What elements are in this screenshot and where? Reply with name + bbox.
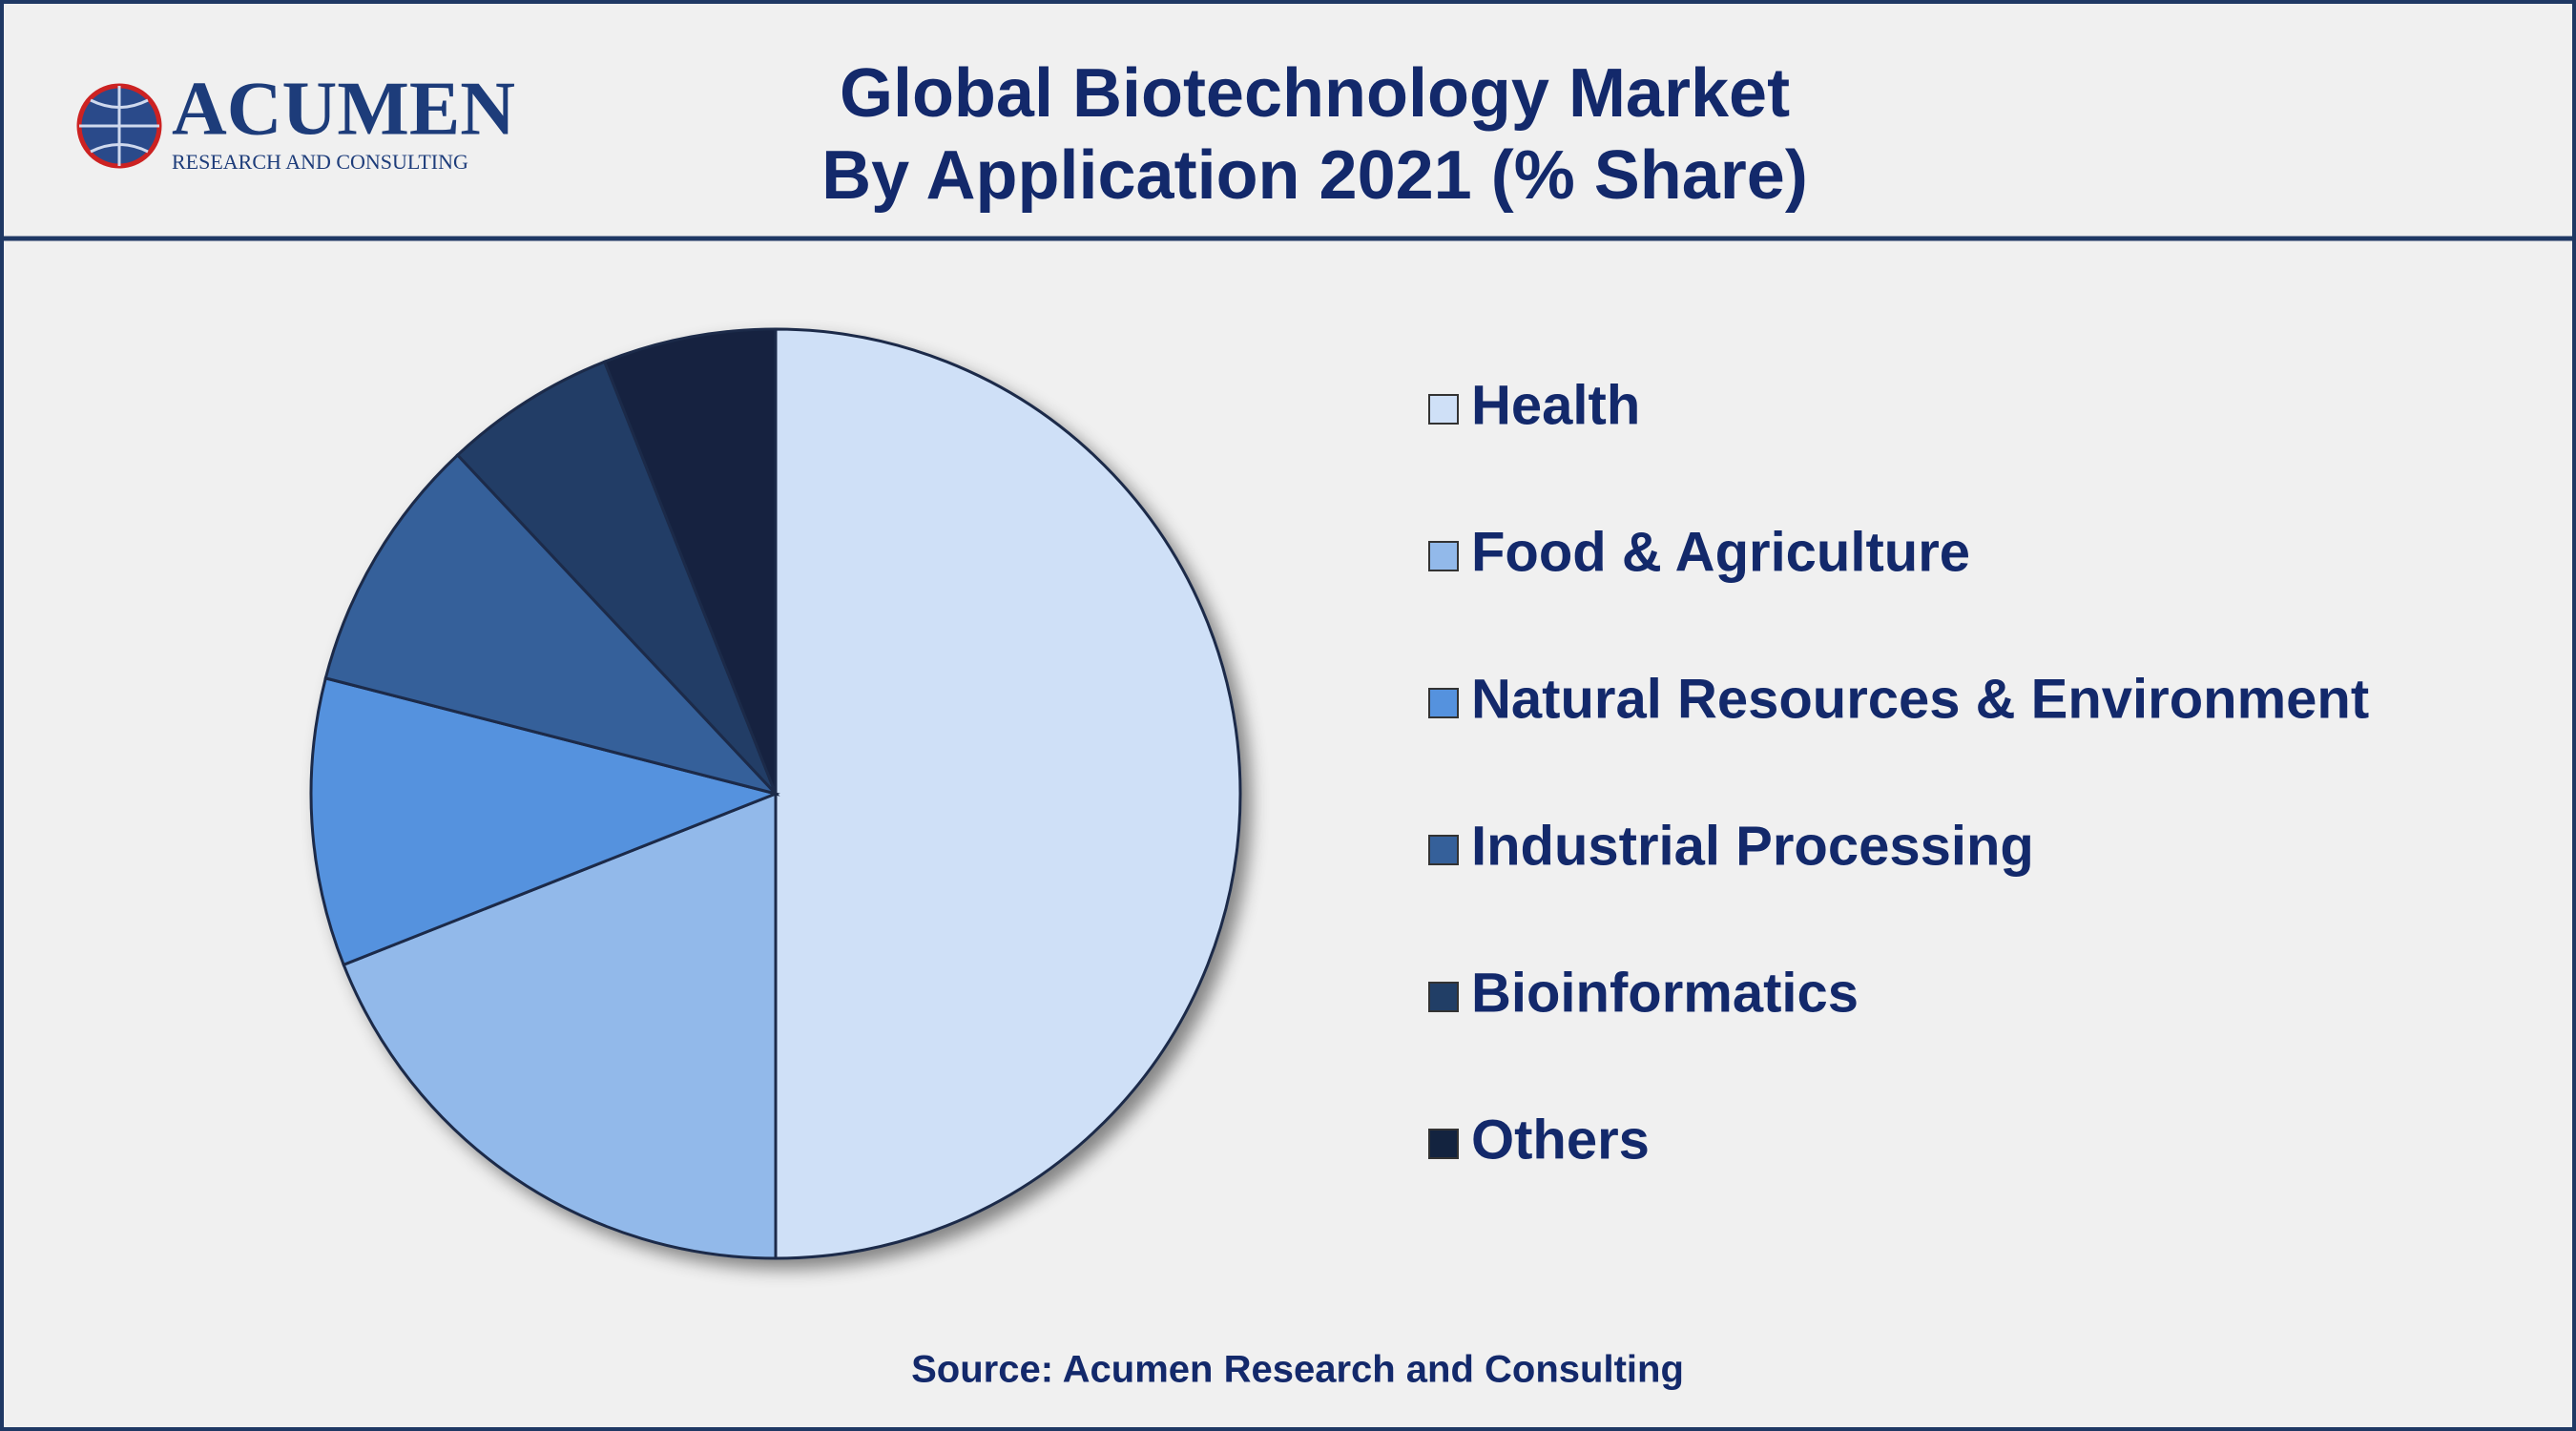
legend-swatch <box>1428 1129 1459 1159</box>
pie-slice <box>455 360 778 796</box>
pie-slice <box>342 791 778 1260</box>
logo-name: ACUMEN <box>172 67 515 151</box>
pie <box>309 327 1242 1260</box>
pie-slice <box>309 676 780 967</box>
legend-label: Industrial Processing <box>1471 815 2034 877</box>
legend-label: Health <box>1471 374 1640 436</box>
legend-swatch <box>1428 541 1459 571</box>
pie-slice <box>602 327 778 795</box>
legend-label: Bioinformatics <box>1471 962 1859 1024</box>
pie-slice <box>323 452 780 797</box>
pie-slice <box>774 327 1242 1260</box>
legend-swatch <box>1428 982 1459 1012</box>
chart-title: Global Biotechnology Market <box>840 55 1790 132</box>
source: Source: Acumen Research and Consulting <box>911 1349 1684 1391</box>
chart-subtitle: By Application 2021 (% Share) <box>821 137 1808 214</box>
legend-swatch <box>1428 835 1459 865</box>
legend-label: Natural Resources & Environment <box>1471 668 2369 730</box>
legend-swatch <box>1428 394 1459 425</box>
legend-swatch <box>1428 688 1459 718</box>
legend-label: Food & Agriculture <box>1471 521 1970 583</box>
logo: ACUMEN RESEARCH AND CONSULTING <box>76 67 515 174</box>
legend-label: Others <box>1471 1109 1650 1171</box>
logo-tagline: RESEARCH AND CONSULTING <box>172 150 468 174</box>
logo-grid <box>79 86 159 166</box>
